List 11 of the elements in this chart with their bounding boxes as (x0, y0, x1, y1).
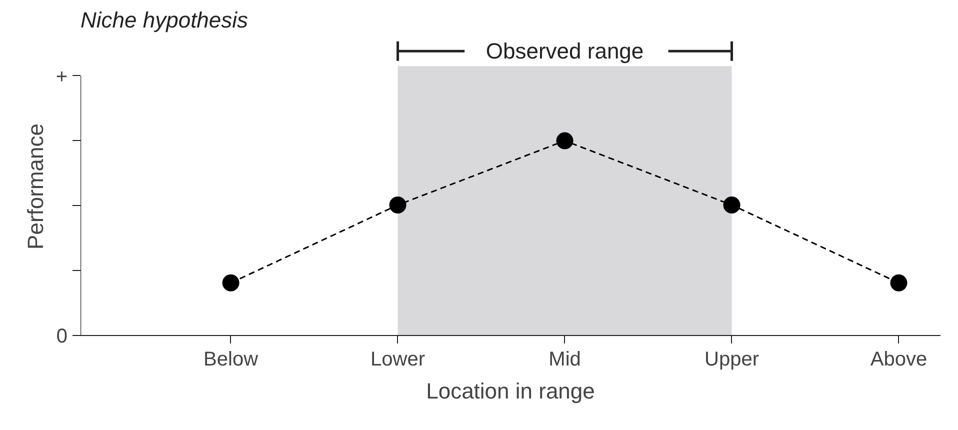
band-label: Observed range (486, 38, 644, 64)
x-tick-label: Below (204, 348, 259, 370)
x-tick-label: Upper (704, 348, 760, 370)
chart-title: Niche hypothesis (80, 8, 248, 32)
text: 0 (56, 326, 68, 348)
x-tick-label: Lower (370, 348, 426, 370)
x-axis-title: Location in range (426, 378, 595, 404)
x-tick-label: Mid (548, 348, 581, 370)
y-axis-title: Performance (22, 124, 48, 250)
x-tick-label: Above (870, 348, 928, 370)
text: + (56, 66, 68, 88)
